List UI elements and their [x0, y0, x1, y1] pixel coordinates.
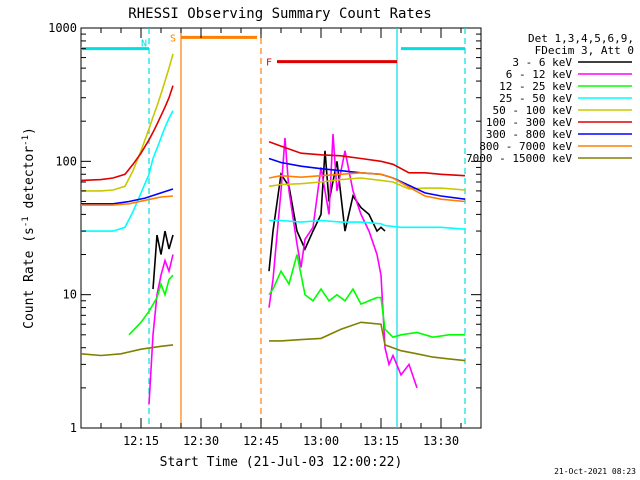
- y-label-sup: -1: [21, 135, 31, 146]
- x-tick-label: 12:15: [123, 434, 159, 448]
- legend-entry: 12 - 25 keV: [499, 80, 572, 93]
- series-line: [268, 254, 465, 339]
- state-bar-label: S: [170, 33, 176, 44]
- state-bar-label: F: [266, 58, 272, 69]
- y-label-sup: -1: [21, 216, 31, 227]
- y-tick-label: 10: [63, 288, 77, 302]
- series-line: [80, 85, 174, 182]
- attenuator-state-bars: N S F: [81, 33, 465, 69]
- x-tick-label: 12:45: [243, 434, 279, 448]
- legend-entry: 3 - 6 keV: [512, 56, 572, 69]
- chart-title: RHESSI Observing Summary Count Rates: [128, 6, 431, 22]
- x-axis-label: Start Time (21-Jul-03 12:00:22): [160, 455, 403, 470]
- series-lines: [80, 53, 466, 405]
- legend-entry: 300 - 800 keV: [486, 128, 572, 141]
- series-line: [269, 321, 466, 362]
- series-line: [80, 344, 174, 357]
- series-line: [128, 274, 174, 336]
- series-line: [148, 254, 174, 405]
- series-line: [268, 134, 418, 389]
- legend: Det 1,3,4,5,6,9, FDecim 3, Att 0 3 - 6 k…: [466, 32, 634, 165]
- legend-entry: 25 - 50 keV: [499, 92, 572, 105]
- x-axis: 12:15 12:30 12:45 13:00 13:15 13:30: [80, 28, 482, 448]
- legend-header: Det 1,3,4,5,6,9,: [528, 32, 634, 45]
- y-tick-label: 1: [70, 421, 77, 435]
- x-tick-label: 12:30: [183, 434, 219, 448]
- series-line: [268, 171, 466, 203]
- y-label-part: Count Rate (s: [22, 227, 37, 329]
- footer-date: 21-Oct-2021 08:23: [554, 467, 636, 476]
- x-tick-label: 13:30: [423, 434, 459, 448]
- state-bar-label: N: [141, 39, 147, 50]
- y-tick-label: 1000: [48, 21, 77, 35]
- series-line: [81, 53, 174, 192]
- x-tick-label: 13:00: [303, 434, 339, 448]
- series-line: [268, 177, 466, 191]
- legend-entry: 100 - 300 keV: [486, 116, 572, 129]
- legend-entry: 6 - 12 keV: [506, 68, 573, 81]
- legend-header: FDecim 3, Att 0: [535, 44, 634, 57]
- event-markers: [148, 28, 466, 428]
- legend-entry: 7000 - 15000 keV: [466, 152, 572, 165]
- x-tick-label: 13:15: [363, 434, 399, 448]
- series-line: [269, 219, 466, 230]
- legend-entry: 800 - 7000 keV: [479, 140, 572, 153]
- y-tick-label: 100: [55, 154, 77, 168]
- series-line: [81, 110, 174, 232]
- series-line: [152, 230, 174, 290]
- series-line: [81, 195, 174, 206]
- y-label-part: detector: [22, 146, 37, 217]
- y-axis-label: Count Rate (s-1 detector-1): [21, 127, 37, 329]
- y-label-part: ): [22, 127, 37, 135]
- y-axis: 1 10 100 1000: [48, 21, 481, 435]
- series-line: [268, 141, 466, 177]
- series-line: [81, 188, 174, 205]
- legend-entry: 50 - 100 keV: [493, 104, 573, 117]
